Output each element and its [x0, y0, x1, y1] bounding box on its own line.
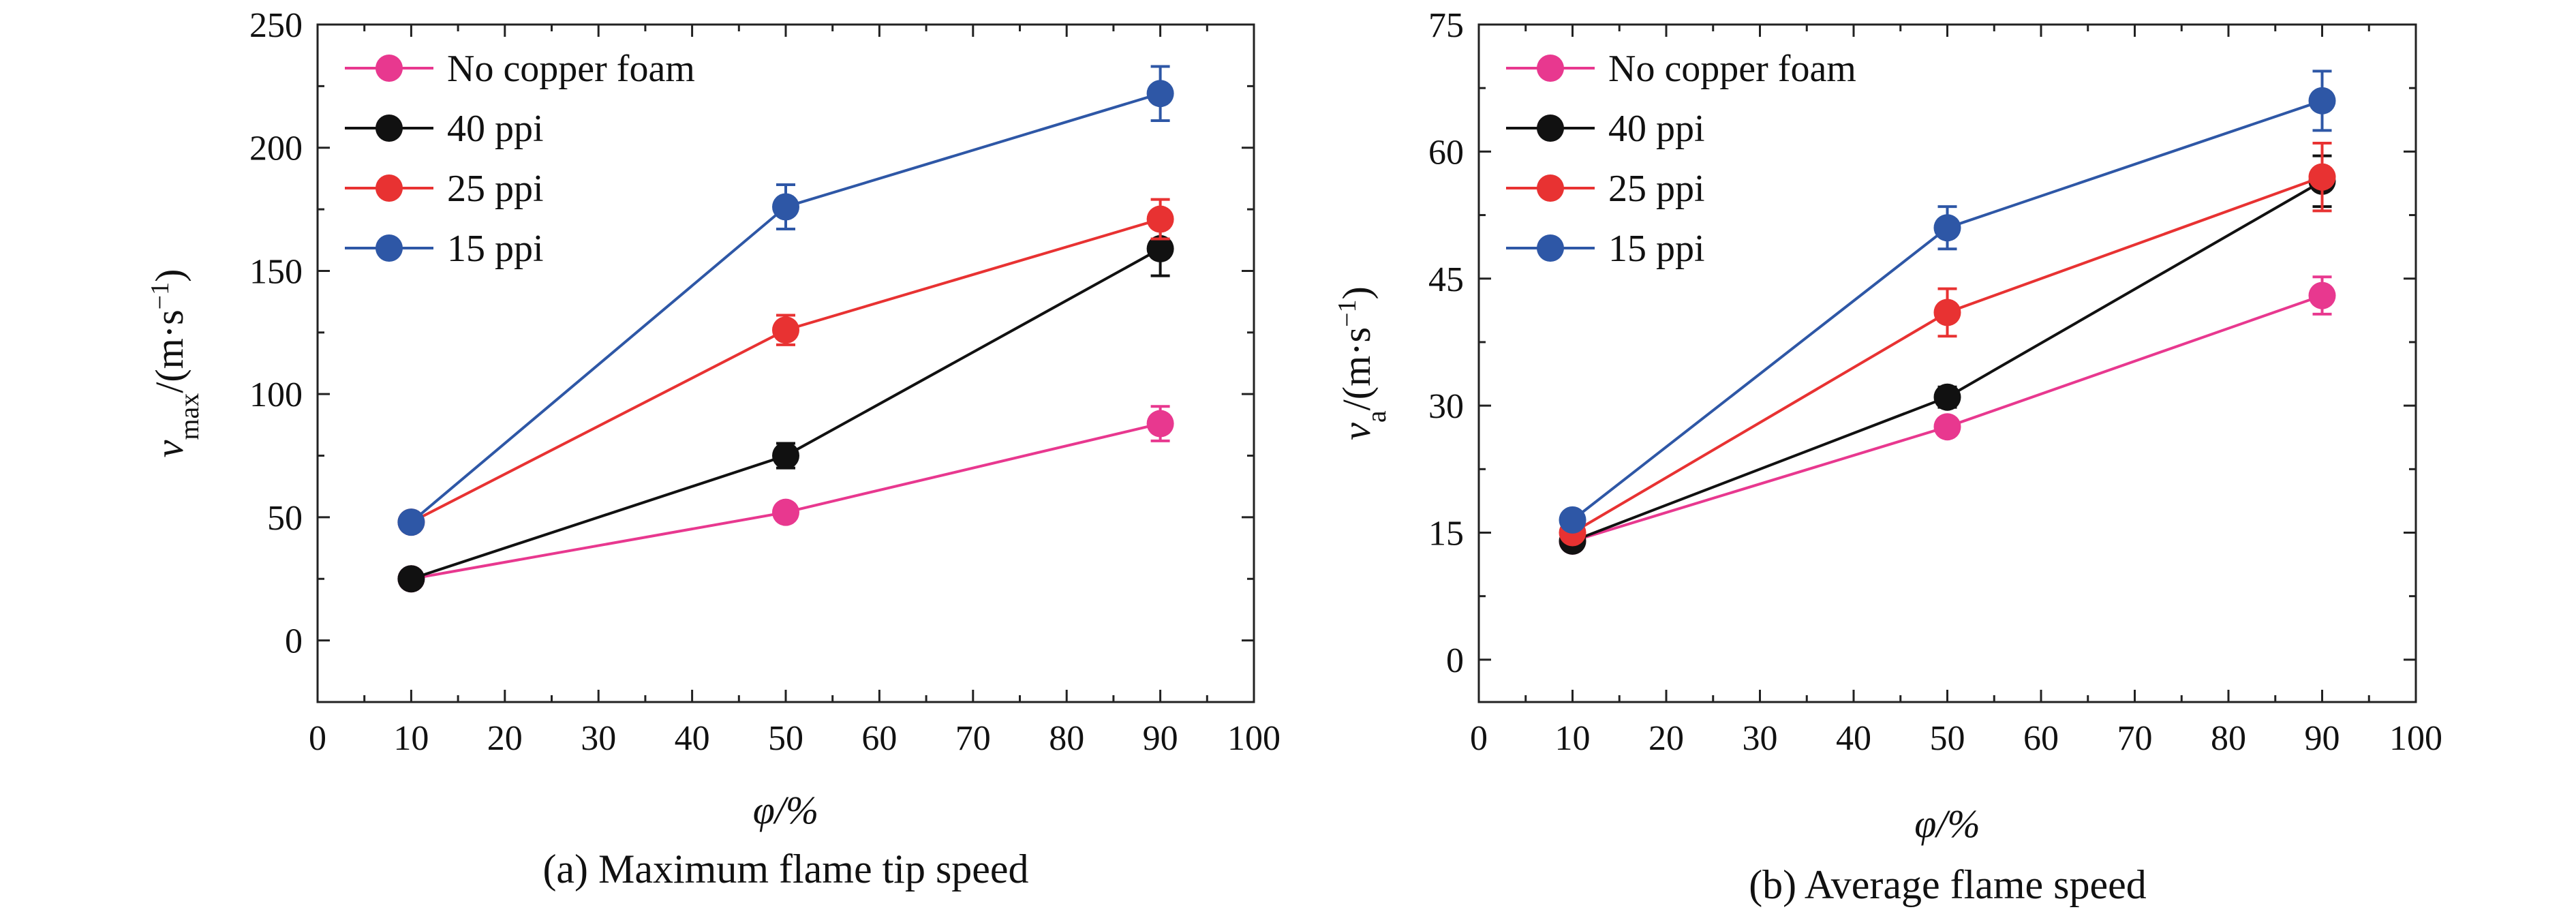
x-tick-label: 30	[1743, 719, 1778, 758]
data-point	[772, 316, 799, 344]
y-tick-label: 100	[249, 376, 303, 414]
y-tick-label: 30	[1428, 387, 1464, 426]
x-tick-label: 100	[2389, 719, 2442, 758]
y-tick-label: 200	[249, 130, 303, 168]
y-tick-label: 60	[1428, 133, 1464, 172]
y-tick-label: 250	[249, 6, 303, 45]
series-line	[410, 247, 1161, 581]
legend-marker	[1537, 55, 1564, 82]
y-axis-label-sub: a	[1361, 410, 1392, 423]
legend-label: No copper foam	[447, 48, 695, 90]
x-tick-label: 0	[309, 719, 326, 758]
data-point	[1146, 410, 1174, 438]
x-tick-label: 40	[675, 719, 710, 758]
legend-label: 15 ppi	[447, 228, 544, 270]
data-point	[2308, 281, 2336, 309]
x-axis-label: φ/%	[753, 788, 819, 832]
x-tick-label: 100	[1227, 719, 1281, 758]
legend-label: 40 ppi	[447, 108, 544, 150]
data-point	[397, 508, 425, 536]
legend-label: 40 ppi	[1608, 108, 1705, 150]
x-tick-label: 70	[955, 719, 991, 758]
chart-panel-b: 0 10 20 30 40 50 60 70 80 90 100 0 15 30 45 60 75 φ/% va/(…	[1333, 6, 2442, 907]
x-tick-label: 80	[1049, 719, 1084, 758]
y-tick-label: 75	[1428, 6, 1464, 45]
y-axis-label-main: v	[1334, 423, 1379, 440]
data-point	[1146, 234, 1174, 262]
x-tick-label: 20	[1649, 719, 1684, 758]
x-tick-label: 20	[487, 719, 523, 758]
data-point	[2308, 163, 2336, 191]
data-point	[772, 442, 799, 470]
legend-marker	[1537, 174, 1564, 202]
y-axis-label-sub: max	[174, 393, 204, 440]
y-tick-label: 15	[1428, 515, 1464, 553]
legend-marker	[375, 55, 403, 82]
x-tick-label: 90	[1143, 719, 1178, 758]
y-tick-label: 150	[249, 252, 303, 291]
x-tick-label: 30	[581, 719, 616, 758]
data-point	[1146, 205, 1174, 233]
y-tick-label: 45	[1428, 260, 1464, 299]
x-tick-label: 60	[2023, 719, 2059, 758]
x-tick-label: 10	[1555, 719, 1591, 758]
y-tick-label: 0	[285, 622, 303, 661]
data-point	[1933, 383, 1961, 411]
legend-label: 25 ppi	[447, 168, 544, 210]
x-tick-label: 60	[861, 719, 897, 758]
legend-marker	[375, 174, 403, 202]
y-axis-label-close: )	[147, 269, 191, 282]
legend-marker	[1537, 234, 1564, 262]
data-point	[1933, 413, 1961, 441]
x-tick-label: 10	[393, 719, 429, 758]
legend-marker	[375, 234, 403, 262]
legend-label: 15 ppi	[1608, 228, 1705, 270]
y-axis-label-sup: −1	[146, 282, 174, 309]
y-axis-label-unit: /(m·s	[147, 309, 191, 393]
data-point	[1146, 80, 1174, 108]
legend-marker	[1537, 115, 1564, 142]
data-point	[397, 565, 425, 593]
y-axis-label-group: vmax/(m·s−1)	[146, 269, 204, 458]
x-tick-label: 70	[2117, 719, 2153, 758]
data-point	[1933, 299, 1961, 326]
x-tick-label: 0	[1470, 719, 1488, 758]
chart-panel-a: 0 10 20 30 40 50 60 70 80 90 100 0 50 100 150 200 250 φ/%…	[146, 6, 1281, 892]
chart-caption: (a) Maximum flame tip speed	[542, 847, 1028, 892]
x-tick-label: 50	[1930, 719, 1965, 758]
data-point	[1933, 214, 1961, 242]
data-point	[2308, 87, 2336, 115]
data-point	[772, 498, 799, 526]
data-point	[1559, 506, 1586, 534]
y-axis-label: vmax/(m·s−1)	[146, 269, 204, 458]
x-tick-label: 90	[2305, 719, 2340, 758]
x-axis-label: φ/%	[1914, 802, 1980, 846]
y-axis-label-close: )	[1334, 286, 1379, 299]
y-tick-label: 0	[1446, 641, 1464, 680]
y-tick-label: 50	[267, 499, 303, 538]
chart-caption: (b) Average flame speed	[1749, 862, 2147, 907]
legend-label: 25 ppi	[1608, 168, 1705, 210]
x-tick-label: 40	[1836, 719, 1871, 758]
y-axis-label-sup: −1	[1333, 299, 1362, 326]
x-tick-label: 80	[2211, 719, 2246, 758]
legend-marker	[375, 115, 403, 142]
y-axis-label-group: va/(m·s−1)	[1333, 286, 1392, 440]
legend-label: No copper foam	[1608, 48, 1856, 90]
y-axis-label-unit: /(m·s	[1334, 327, 1379, 410]
data-point	[772, 193, 799, 221]
y-axis-label: va/(m·s−1)	[1333, 286, 1392, 440]
y-axis-label-main: v	[147, 440, 191, 457]
x-tick-label: 50	[768, 719, 803, 758]
